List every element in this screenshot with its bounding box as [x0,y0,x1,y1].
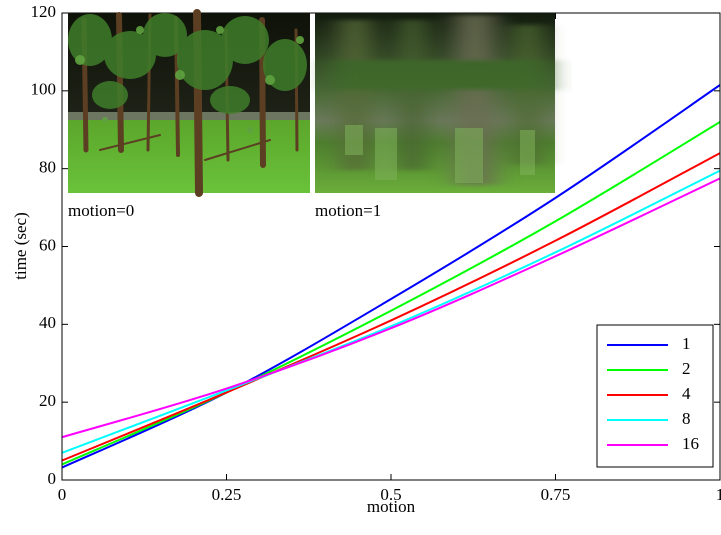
x-tick-label: 1 [716,485,721,504]
legend-label-8: 8 [682,409,691,428]
y-tick-label: 120 [31,2,57,21]
y-tick-label: 20 [39,391,56,410]
x-tick-label: 0.75 [541,485,571,504]
x-tick-label: 0.25 [212,485,242,504]
y-tick-label: 60 [39,235,56,254]
series-line-2 [62,121,720,466]
y-tick-label: 80 [39,158,56,177]
inset-image-motion-0 [68,9,310,197]
x-tick-label: 0 [58,485,67,504]
axis-ticks: 0 0.25 0.5 0.75 1 0 20 40 60 80 100 120 [31,2,721,504]
y-tick-label: 40 [39,313,56,332]
y-axis-label: time (sec) [11,212,30,280]
x-axis-label: motion [367,497,416,516]
inset-caption-motion-1: motion=1 [315,201,381,220]
series-line-4 [62,152,720,462]
legend-label-4: 4 [682,384,691,403]
y-tick-label: 100 [31,80,57,99]
x-tick-label: 0.5 [380,485,401,504]
inset-caption-motion-0: motion=0 [68,201,134,220]
y-tick-label: 0 [48,469,57,488]
series-line-1 [62,84,720,469]
legend-label-2: 2 [682,359,691,378]
legend-label-16: 16 [682,434,699,453]
legend: 1 2 4 8 16 [596,324,714,468]
inset-image-motion-1 [315,13,555,193]
series-line-8 [62,169,720,454]
series-lines [62,84,720,469]
legend-label-1: 1 [682,334,691,353]
series-line-16 [62,177,720,439]
